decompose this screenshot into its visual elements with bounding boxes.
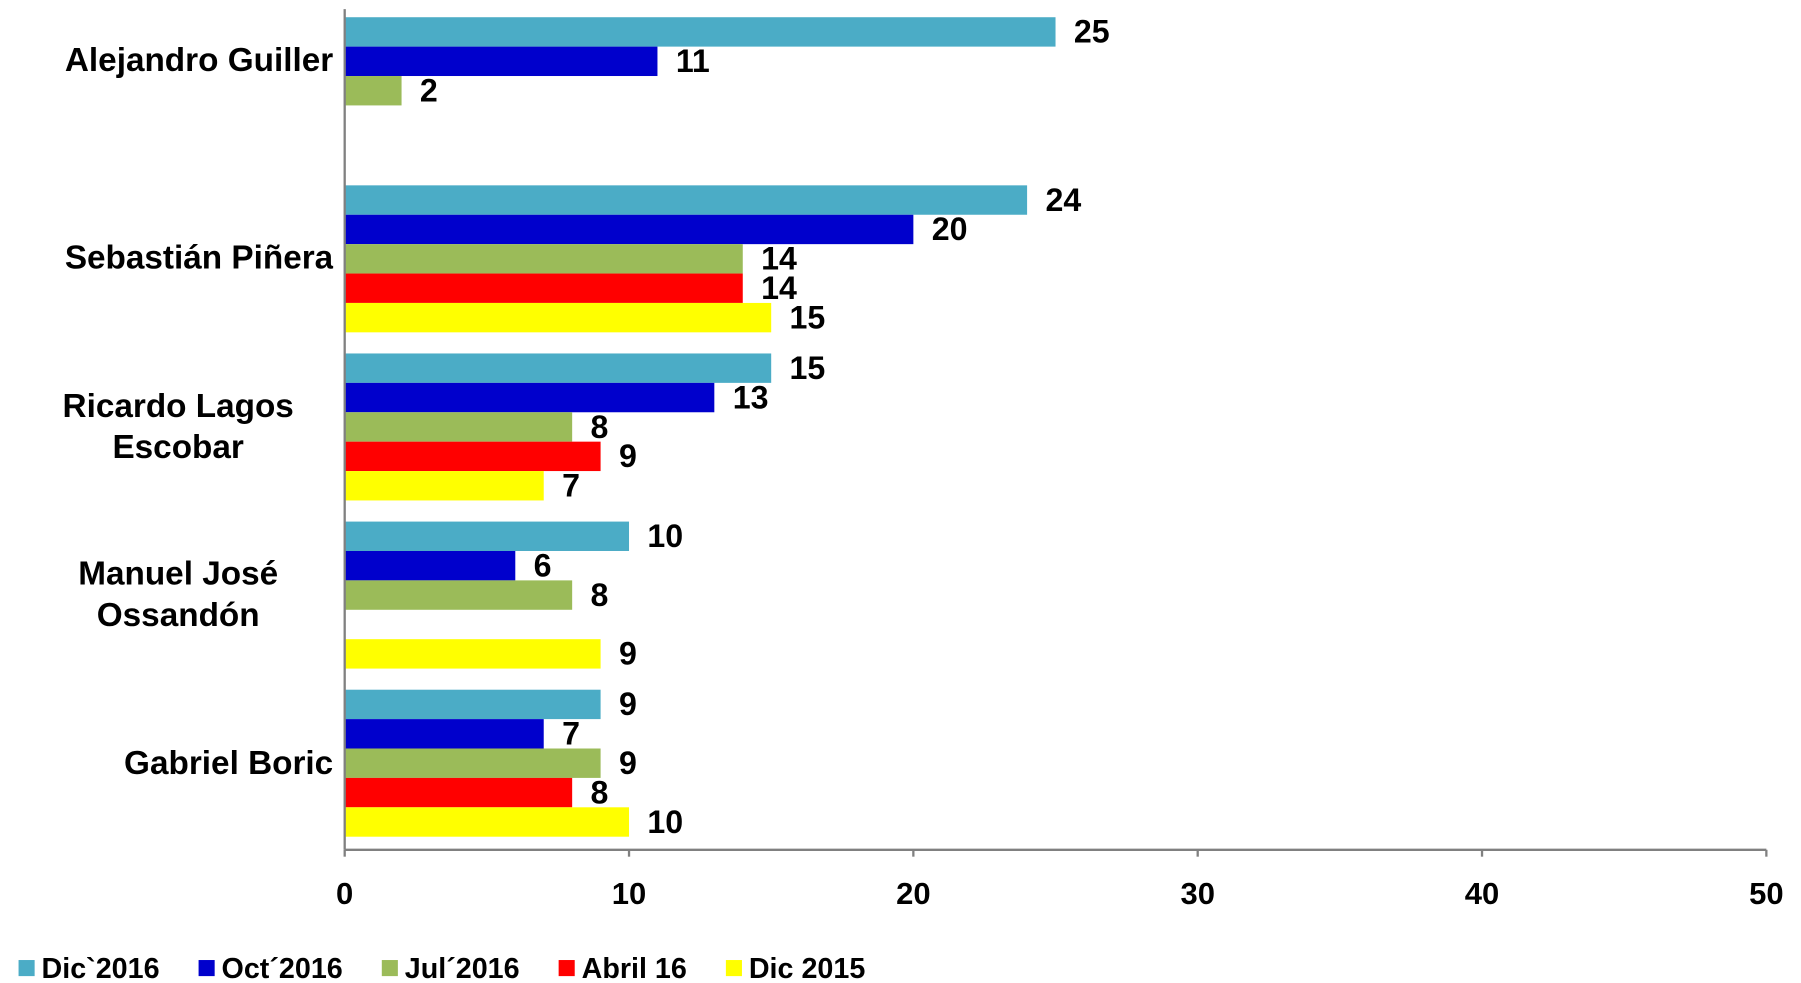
x-tick-label: 0 bbox=[336, 876, 353, 911]
bar bbox=[345, 244, 743, 273]
value-label: 10 bbox=[647, 518, 683, 554]
category-label-box: Gabriel Boric bbox=[0, 690, 333, 837]
value-label: 25 bbox=[1074, 14, 1110, 50]
x-tick-label: 40 bbox=[1465, 876, 1499, 911]
bar bbox=[345, 76, 402, 105]
legend-label: Oct´2016 bbox=[222, 953, 343, 983]
bar bbox=[345, 719, 544, 748]
value-label: 8 bbox=[591, 409, 609, 445]
value-label: 24 bbox=[1045, 182, 1081, 218]
bar bbox=[345, 471, 544, 500]
bar bbox=[345, 749, 601, 778]
x-tick-label: 20 bbox=[896, 876, 930, 911]
y-tick-label: Sebastián Piñera bbox=[65, 238, 333, 279]
legend-swatch bbox=[559, 960, 575, 976]
category-label-box: Alejandro Guiller bbox=[0, 17, 333, 105]
bar bbox=[345, 215, 914, 244]
value-label: 7 bbox=[562, 468, 580, 504]
category-label-wrap: Gabriel Boric bbox=[0, 690, 333, 837]
bar bbox=[345, 522, 629, 551]
value-label: 20 bbox=[932, 211, 968, 247]
value-label: 7 bbox=[562, 716, 580, 752]
legend-label: Jul´2016 bbox=[405, 953, 520, 983]
value-label: 9 bbox=[619, 636, 637, 672]
value-label: 10 bbox=[647, 804, 683, 840]
value-label: 2 bbox=[420, 73, 438, 109]
y-tick-label: Ricardo Lagos Escobar bbox=[23, 386, 333, 469]
bar bbox=[345, 274, 743, 303]
legend-label: Abril 16 bbox=[582, 953, 687, 983]
value-label: 15 bbox=[790, 299, 826, 335]
bar bbox=[345, 778, 572, 807]
y-tick-label: Gabriel Boric bbox=[124, 743, 333, 784]
category-label-wrap: Alejandro Guiller bbox=[0, 17, 333, 105]
bar bbox=[345, 303, 772, 332]
bar bbox=[345, 580, 572, 609]
value-label: 9 bbox=[619, 438, 637, 474]
y-tick-label: Manuel José Ossandón bbox=[23, 554, 333, 637]
value-label: 15 bbox=[790, 350, 826, 386]
chart: Alejandro Guiller Sebastián Piñera Ricardo… bbox=[0, 0, 1801, 983]
bar bbox=[345, 383, 715, 412]
x-tick-label: 10 bbox=[612, 876, 646, 911]
legend-label: Dic`2016 bbox=[42, 953, 160, 983]
bar bbox=[345, 639, 601, 668]
bar bbox=[345, 185, 1027, 214]
category-label-box: Manuel José Ossandón bbox=[0, 522, 333, 669]
legend-swatch bbox=[19, 960, 35, 976]
bar bbox=[345, 412, 572, 441]
bar bbox=[345, 353, 772, 382]
category-label-wrap: Ricardo Lagos Escobar bbox=[0, 353, 333, 500]
category-label-box: Sebastián Piñera bbox=[0, 185, 333, 332]
bar bbox=[345, 807, 629, 836]
value-label: 11 bbox=[676, 43, 710, 79]
value-label: 9 bbox=[619, 745, 637, 781]
legend-swatch bbox=[726, 960, 742, 976]
value-label: 6 bbox=[534, 547, 552, 583]
legend-swatch bbox=[382, 960, 398, 976]
category-label-box: Ricardo Lagos Escobar bbox=[0, 353, 333, 500]
x-tick-label: 50 bbox=[1749, 876, 1783, 911]
category-label-wrap: Manuel José Ossandón bbox=[0, 522, 333, 669]
value-label: 13 bbox=[733, 379, 769, 415]
value-label: 8 bbox=[591, 577, 609, 613]
bar bbox=[345, 551, 516, 580]
legend-swatch bbox=[199, 960, 215, 976]
y-tick-label: Alejandro Guiller bbox=[65, 41, 333, 82]
category-label-wrap: Sebastián Piñera bbox=[0, 185, 333, 332]
value-label: 8 bbox=[591, 774, 609, 810]
x-tick-label: 30 bbox=[1180, 876, 1214, 911]
bar bbox=[345, 47, 658, 76]
legend-label: Dic 2015 bbox=[749, 953, 865, 983]
value-label: 9 bbox=[619, 686, 637, 722]
